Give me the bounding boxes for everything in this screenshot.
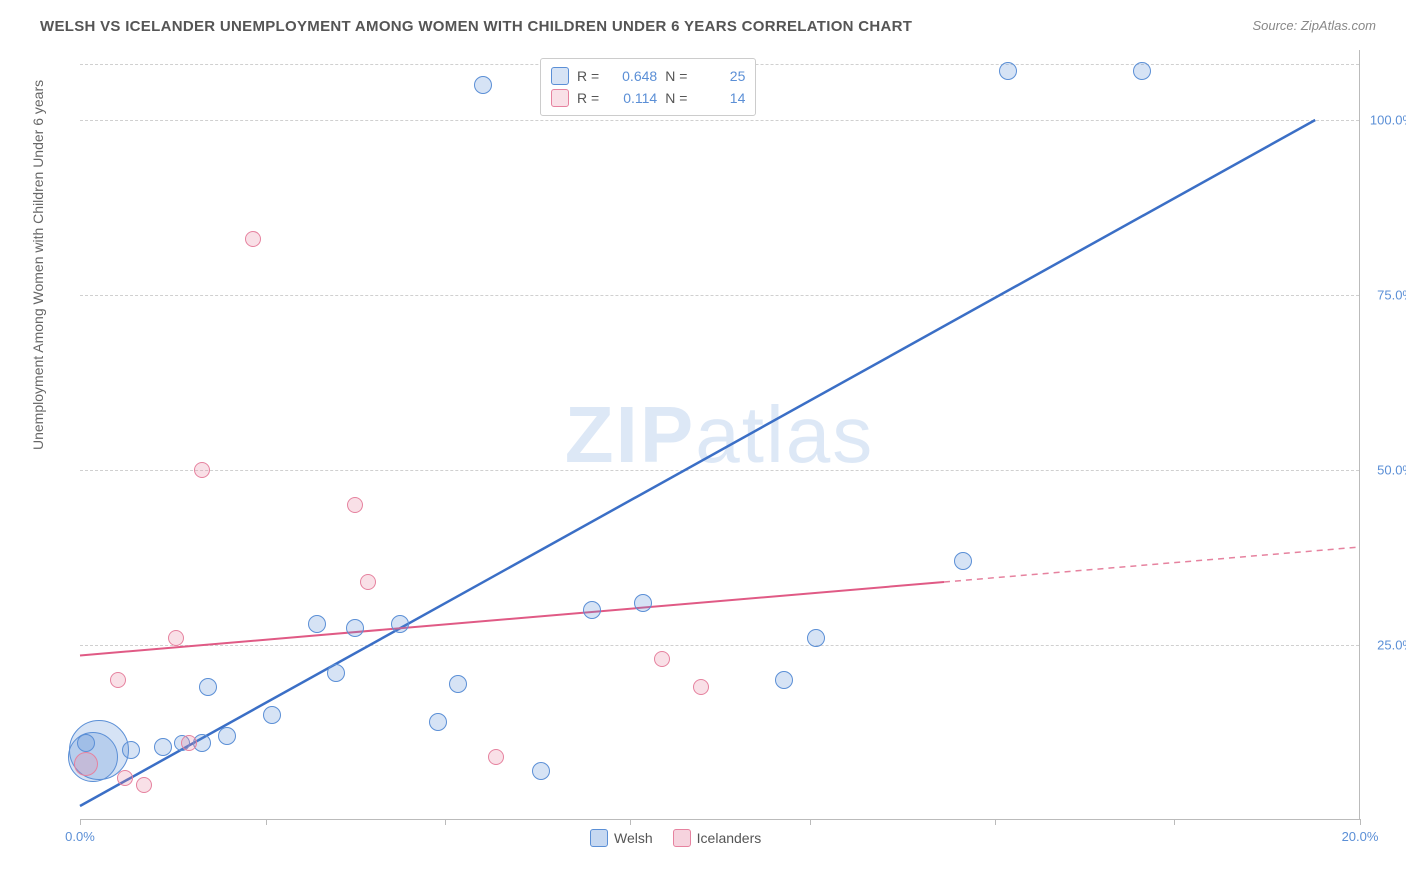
data-point [954, 552, 972, 570]
x-tick-label: 20.0% [1342, 829, 1379, 844]
legend-label: Icelanders [697, 830, 762, 846]
y-tick-label: 25.0% [1377, 638, 1406, 653]
data-point [245, 231, 261, 247]
data-point [391, 615, 409, 633]
welsh-n-value: 25 [695, 68, 745, 84]
y-tick-label: 75.0% [1377, 288, 1406, 303]
data-point [122, 741, 140, 759]
y-tick-label: 100.0% [1370, 113, 1406, 128]
icelanders-swatch [551, 89, 569, 107]
data-point [807, 629, 825, 647]
series-legend: Welsh Icelanders [590, 829, 761, 847]
x-tick [445, 819, 446, 825]
data-point [999, 62, 1017, 80]
data-point [693, 679, 709, 695]
data-point [775, 671, 793, 689]
data-point [327, 664, 345, 682]
legend-row-welsh: R = 0.648 N = 25 [551, 65, 745, 87]
data-point [74, 752, 98, 776]
welsh-swatch [551, 67, 569, 85]
data-point [263, 706, 281, 724]
legend-swatch [590, 829, 608, 847]
data-point [583, 601, 601, 619]
n-label: N = [665, 68, 687, 84]
data-point [136, 777, 152, 793]
n-label: N = [665, 90, 687, 106]
x-tick [630, 819, 631, 825]
data-point [488, 749, 504, 765]
data-point [429, 713, 447, 731]
data-point [308, 615, 326, 633]
x-tick [266, 819, 267, 825]
icelanders-n-value: 14 [695, 90, 745, 106]
data-point [654, 651, 670, 667]
welsh-r-value: 0.648 [607, 68, 657, 84]
data-point [1133, 62, 1151, 80]
legend-item: Icelanders [673, 829, 762, 847]
x-tick-label: 0.0% [65, 829, 95, 844]
data-point [449, 675, 467, 693]
data-point [218, 727, 236, 745]
data-point [199, 678, 217, 696]
plot-area: ZIPatlas 25.0%50.0%75.0%100.0% 0.0%20.0%… [80, 50, 1360, 820]
source-label: Source: ZipAtlas.com [1252, 18, 1376, 33]
data-point [532, 762, 550, 780]
data-point [110, 672, 126, 688]
data-point [474, 76, 492, 94]
legend-label: Welsh [614, 830, 653, 846]
x-tick [995, 819, 996, 825]
data-point [360, 574, 376, 590]
data-point [154, 738, 172, 756]
data-point [77, 734, 95, 752]
x-tick [1174, 819, 1175, 825]
data-point [117, 770, 133, 786]
r-label: R = [577, 68, 599, 84]
y-tick-label: 50.0% [1377, 463, 1406, 478]
y-axis-label: Unemployment Among Women with Children U… [30, 80, 46, 450]
x-tick [810, 819, 811, 825]
chart-title: WELSH VS ICELANDER UNEMPLOYMENT AMONG WO… [40, 18, 912, 35]
data-point [634, 594, 652, 612]
trend-lines [80, 50, 1359, 819]
data-point [168, 630, 184, 646]
data-point [181, 735, 197, 751]
legend-row-icelanders: R = 0.114 N = 14 [551, 87, 745, 109]
data-point [347, 497, 363, 513]
legend-item: Welsh [590, 829, 653, 847]
x-tick [1360, 819, 1361, 825]
data-point [346, 619, 364, 637]
data-point [194, 462, 210, 478]
icelanders-r-value: 0.114 [607, 90, 657, 106]
x-tick [80, 819, 81, 825]
r-label: R = [577, 90, 599, 106]
legend-swatch [673, 829, 691, 847]
correlation-legend: R = 0.648 N = 25 R = 0.114 N = 14 [540, 58, 756, 116]
